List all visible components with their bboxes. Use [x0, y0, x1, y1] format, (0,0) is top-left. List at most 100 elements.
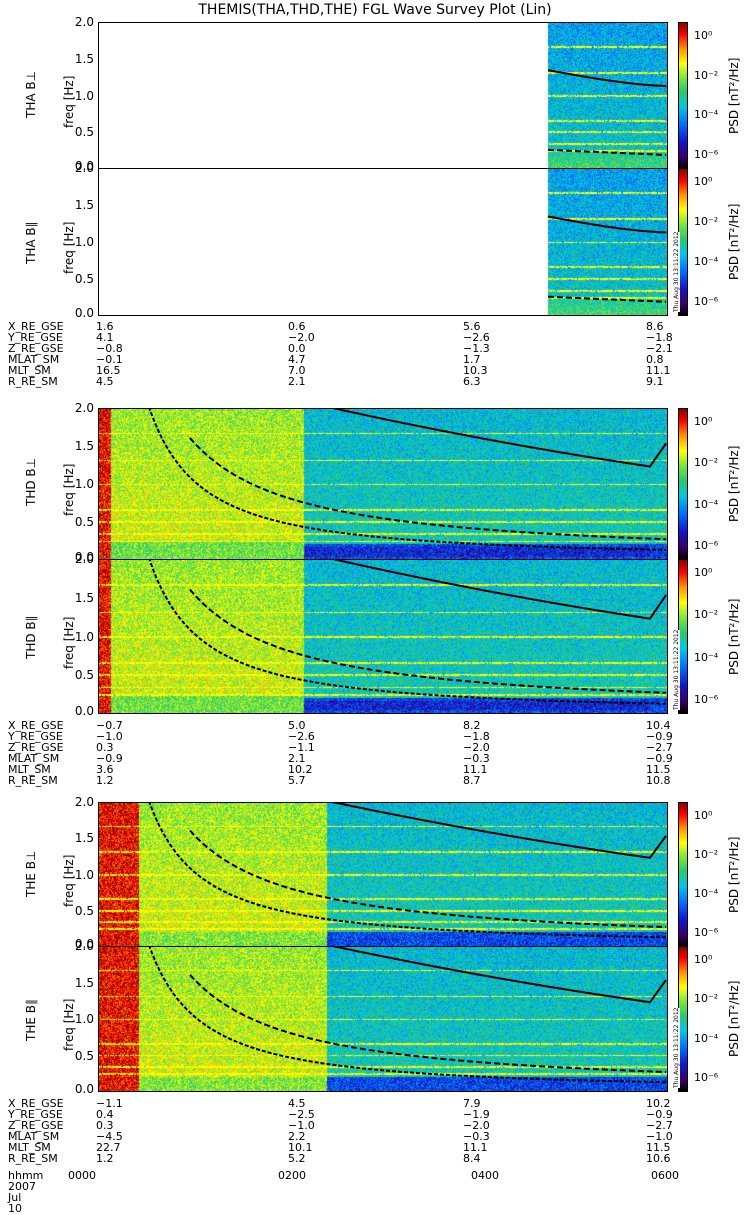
- ephemeris-value: 0.6: [288, 320, 306, 333]
- ephemeris-value: 0.4: [96, 1108, 114, 1121]
- ephemeris-value: −0.3: [463, 752, 490, 765]
- spectrogram-image: [99, 803, 667, 946]
- colorbar-tick: 10⁰: [694, 29, 713, 42]
- time-tick: 0000: [68, 1169, 96, 1182]
- ephemeris-value: 3.6: [96, 763, 114, 776]
- ephemeris-value: 5.7: [288, 774, 306, 787]
- y-tick-label: 1.5: [74, 975, 94, 990]
- y-tick-label: 0.0: [74, 159, 94, 173]
- ephemeris-value: 9.1: [646, 375, 664, 388]
- the-bpar-spectrogram: [98, 946, 668, 1092]
- y-tick-label: 2.0: [74, 15, 94, 29]
- the-bperp-spectrogram: [98, 802, 668, 947]
- ephemeris-value: −2.0: [463, 741, 490, 754]
- ephemeris-value: 22.7: [96, 1141, 121, 1154]
- ephemeris-value: 0.3: [96, 741, 114, 754]
- ephemeris-value: −1.3: [463, 342, 490, 355]
- ephemeris-value: 4.5: [288, 1097, 306, 1110]
- y-tick-label: 0.0: [74, 1082, 94, 1096]
- ephemeris-value: 8.7: [463, 774, 481, 787]
- y-tick-label: 1.5: [74, 51, 94, 66]
- time-tick: 0400: [471, 1169, 499, 1182]
- ephemeris-name: MLT_SM: [8, 1141, 51, 1154]
- ephemeris-value: −0.8: [96, 342, 123, 355]
- y-tick-label: 0.0: [74, 306, 94, 320]
- panel-label: THD B⊥: [24, 457, 38, 506]
- y-tick-label: 2.0: [74, 552, 94, 566]
- time-tick: 0600: [651, 1169, 679, 1182]
- colorbar-tick: 10⁻⁶: [694, 295, 719, 308]
- date-label: 2007 Jul 10: [8, 1180, 36, 1215]
- fcp-curve: [148, 803, 666, 939]
- spectrogram-image: [99, 23, 667, 168]
- ephemeris-value: −1.0: [96, 730, 123, 743]
- ephemeris-value: 10.4: [646, 719, 671, 732]
- thd-bperp-spectrogram: [98, 408, 668, 560]
- ephemeris-value: 0.3: [96, 1119, 114, 1132]
- spectrogram-image: [99, 409, 667, 559]
- y-tick-label: 1.5: [74, 831, 94, 846]
- colorbar-tick: 10⁰: [694, 175, 713, 188]
- y-tick-label: 2.0: [74, 161, 94, 175]
- ephemeris-value: −2.6: [288, 730, 315, 743]
- fce-curve: [332, 803, 667, 859]
- colorbar: [678, 22, 688, 169]
- y-tick-label: 0.5: [74, 1048, 94, 1063]
- panel-label: THE B∥: [24, 999, 38, 1041]
- y-tick-label: 2.0: [74, 939, 94, 953]
- ephemeris-value: 2.2: [288, 1130, 306, 1143]
- fcp-curve: [148, 947, 667, 1084]
- y-tick-label: 0.5: [74, 272, 94, 286]
- fce-curve: [547, 69, 666, 87]
- ephemeris-name: Z_RE_GSE: [8, 741, 64, 754]
- colorbar-tick: 10⁻⁶: [694, 1071, 719, 1084]
- ephemeris-value: 1.2: [96, 1152, 114, 1165]
- tha-bperp-spectrogram: [98, 22, 668, 169]
- ephemeris-value: −0.9: [96, 752, 123, 765]
- y-tick-label: 1.5: [74, 590, 94, 605]
- ephemeris-value: 6.3: [463, 375, 481, 388]
- spectrogram-image: [99, 947, 667, 1091]
- colorbar-label: PSD [nT²/Hz]: [727, 836, 741, 913]
- plot-title: THEMIS(THA,THD,THE) FGL Wave Survey Plot…: [198, 2, 552, 18]
- ephemeris-name: X_RE_GSE: [8, 719, 64, 732]
- ephemeris-name: MLT_SM: [8, 763, 51, 776]
- fce-curve: [547, 215, 667, 234]
- gyrofrequency-curves: [547, 215, 667, 303]
- y-axis-label: freq [Hz]: [62, 998, 76, 1051]
- panel-label: THA B∥: [24, 221, 38, 264]
- y-tick-label: 2.0: [74, 795, 94, 809]
- ephemeris-value: −2.7: [646, 1119, 673, 1132]
- ephemeris-value: 10.2: [288, 763, 313, 776]
- ephemeris-name: Y_RE_GSE: [8, 1108, 63, 1121]
- ephemeris-value: 1.6: [96, 320, 114, 333]
- ephemeris-value: −0.9: [646, 730, 673, 743]
- ephemeris-name: Y_RE_GSE: [8, 331, 63, 344]
- y-tick-label: 0.5: [74, 668, 94, 683]
- colorbar-tick: 10⁻²: [694, 608, 719, 622]
- ephemeris-value: 5.2: [288, 1152, 306, 1165]
- y-tick-label: 0.5: [74, 903, 94, 918]
- colorbar-tick: 10⁻²: [694, 848, 719, 861]
- colorbar-tick: 10⁻⁶: [694, 148, 719, 161]
- gyrofrequency-curves: [148, 409, 667, 551]
- y-tick-label: 0.0: [74, 704, 94, 718]
- y-tick-label: 0.0: [74, 550, 94, 564]
- ephemeris-name: X_RE_GSE: [8, 1097, 64, 1110]
- panel-label: THA B⊥: [24, 70, 38, 118]
- gyrofrequency-curves: [148, 947, 667, 1084]
- colorbar-tick: 10⁻²: [694, 215, 719, 228]
- tha-bpar-spectrogram: [98, 168, 668, 316]
- ephemeris-value: 11.5: [646, 763, 671, 776]
- ephemeris-value: −2.0: [463, 1119, 490, 1132]
- ephemeris-value: 7.0: [288, 364, 306, 377]
- ephemeris-value: −2.7: [646, 741, 673, 754]
- ephemeris-value: 2.1: [288, 752, 306, 765]
- y-tick-label: 1.0: [74, 629, 94, 644]
- ephemeris-value: −0.7: [96, 719, 123, 732]
- colorbar-label: PSD [nT²/Hz]: [727, 57, 741, 134]
- y-tick-label: 0.5: [74, 125, 94, 140]
- ephemeris-name: MLAT_SM: [8, 353, 60, 366]
- colorbar-tick: 10⁻⁴: [694, 497, 719, 511]
- y-tick-label: 1.5: [74, 198, 94, 212]
